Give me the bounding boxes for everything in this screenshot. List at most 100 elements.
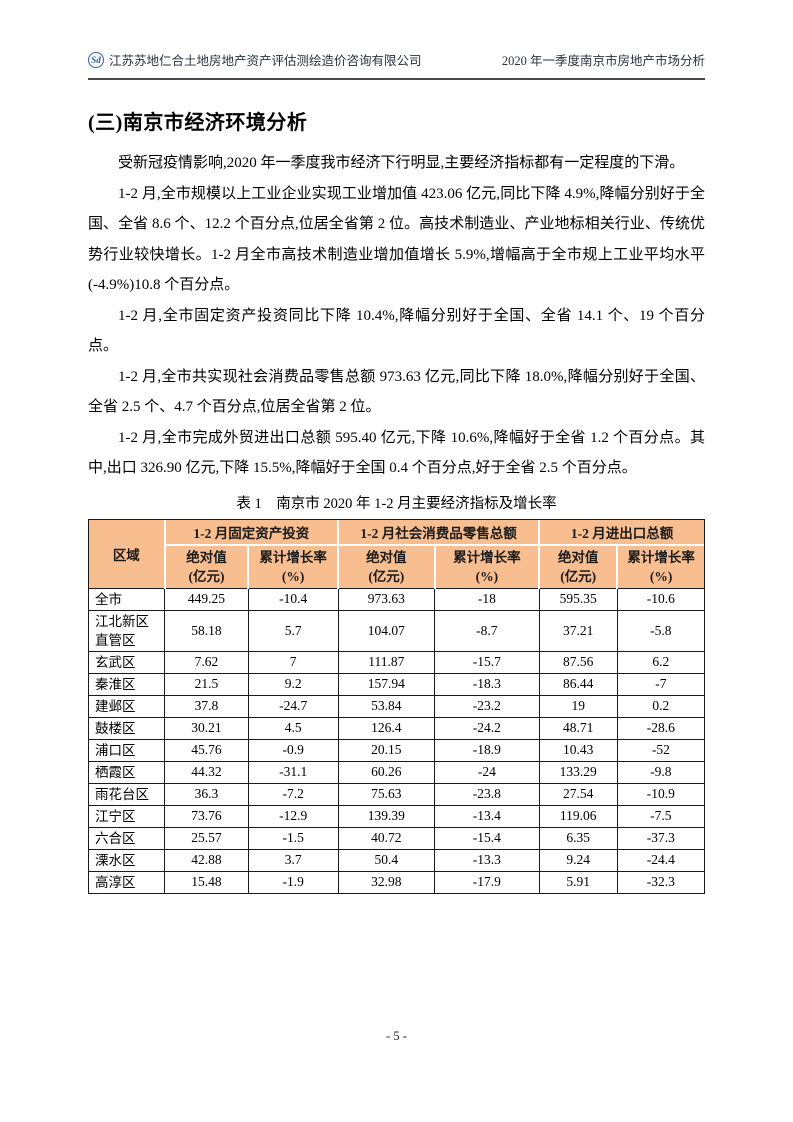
value-cell: -37.3 bbox=[616, 826, 704, 850]
value-cell: 5.7 bbox=[247, 609, 339, 652]
region-cell: 全市 bbox=[89, 587, 166, 611]
table-border-frame: 区域 1-2 月固定资产投资 1-2 月社会消费品零售总额 1-2 月进出口总额… bbox=[88, 518, 705, 894]
value-cell: -18.9 bbox=[434, 738, 540, 762]
table-row: 全市 449.25 -10.4 973.63 -18 595.35 -10.6 bbox=[89, 587, 704, 611]
value-cell: 50.4 bbox=[337, 848, 436, 872]
value-cell: 75.63 bbox=[337, 782, 436, 806]
table-row: 江宁区 73.76 -12.9 139.39 -13.4 119.06 -7.5 bbox=[89, 804, 704, 828]
value-cell: 58.18 bbox=[164, 609, 249, 652]
value-cell: 111.87 bbox=[337, 650, 436, 674]
value-cell: 157.94 bbox=[337, 672, 436, 696]
value-cell: 21.5 bbox=[164, 672, 249, 696]
value-cell: 15.48 bbox=[164, 870, 249, 893]
column-group-fixed-asset-investment: 1-2 月固定资产投资 bbox=[163, 519, 340, 546]
value-cell: -18 bbox=[434, 587, 540, 611]
value-cell: 595.35 bbox=[538, 587, 618, 611]
subheader-absolute-value: 绝对值 (亿元) bbox=[337, 543, 436, 589]
paragraph: 1-2 月,全市共实现社会消费品零售总额 973.63 亿元,同比下降 18.0… bbox=[88, 368, 705, 416]
subheader-line: 绝对值 bbox=[366, 549, 407, 565]
value-cell: -18.3 bbox=[434, 672, 540, 696]
body-text: 受新冠疫情影响,2020 年一季度我市经济下行明显,主要经济指标都有一定程度的下… bbox=[88, 148, 705, 484]
value-cell: 40.72 bbox=[337, 826, 436, 850]
value-cell: -28.6 bbox=[616, 716, 704, 740]
value-cell: -23.8 bbox=[434, 782, 540, 806]
region-cell: 雨花台区 bbox=[89, 782, 166, 806]
paragraph: 1-2 月,全市规模以上工业企业实现工业增加值 423.06 亿元,同比下降 4… bbox=[88, 185, 705, 294]
region-cell: 六合区 bbox=[89, 826, 166, 850]
value-cell: 30.21 bbox=[164, 716, 249, 740]
table-row: 江北新区直管区 58.18 5.7 104.07 -8.7 37.21 -5.8 bbox=[89, 609, 704, 652]
value-cell: -7.2 bbox=[247, 782, 339, 806]
value-cell: -7.5 bbox=[616, 804, 704, 828]
value-cell: -8.7 bbox=[434, 609, 540, 652]
subheader-line: (%) bbox=[475, 568, 499, 584]
value-cell: 44.32 bbox=[164, 760, 249, 784]
value-cell: -10.9 bbox=[616, 782, 704, 806]
table-row: 溧水区 42.88 3.7 50.4 -13.3 9.24 -24.4 bbox=[89, 848, 704, 872]
value-cell: -9.8 bbox=[616, 760, 704, 784]
subheader-growth-rate: 累计增长率 (%) bbox=[433, 543, 541, 589]
value-cell: 19 bbox=[538, 694, 618, 718]
table-row: 栖霞区 44.32 -31.1 60.26 -24 133.29 -9.8 bbox=[89, 760, 704, 784]
region-cell: 秦淮区 bbox=[89, 672, 166, 696]
value-cell: 37.8 bbox=[164, 694, 249, 718]
subheader-line: (%) bbox=[281, 568, 305, 584]
subheader-line: (亿元) bbox=[368, 568, 405, 584]
value-cell: 449.25 bbox=[164, 587, 249, 611]
value-cell: 42.88 bbox=[164, 848, 249, 872]
region-cell: 溧水区 bbox=[89, 848, 166, 872]
value-cell: 53.84 bbox=[337, 694, 436, 718]
value-cell: 86.44 bbox=[538, 672, 618, 696]
value-cell: 32.98 bbox=[337, 870, 436, 893]
value-cell: -17.9 bbox=[434, 870, 540, 893]
value-cell: -10.6 bbox=[616, 587, 704, 611]
value-cell: -5.8 bbox=[616, 609, 704, 652]
table-row: 秦淮区 21.5 9.2 157.94 -18.3 86.44 -7 bbox=[89, 672, 704, 696]
subheader-line: 绝对值 bbox=[557, 549, 599, 565]
value-cell: 119.06 bbox=[538, 804, 618, 828]
value-cell: 7.62 bbox=[164, 650, 249, 674]
value-cell: -24 bbox=[434, 760, 540, 784]
column-group-retail-sales: 1-2 月社会消费品零售总额 bbox=[337, 519, 541, 546]
value-cell: 0.2 bbox=[616, 694, 704, 718]
paragraph: 1-2 月,全市固定资产投资同比下降 10.4%,降幅分别好于全国、全省 14.… bbox=[88, 307, 705, 355]
table-row: 玄武区 7.62 7 111.87 -15.7 87.56 6.2 bbox=[89, 650, 704, 674]
value-cell: 10.43 bbox=[538, 738, 618, 762]
value-cell: 20.15 bbox=[337, 738, 436, 762]
value-cell: -23.2 bbox=[434, 694, 540, 718]
value-cell: -12.9 bbox=[247, 804, 339, 828]
company-name: 江苏苏地仁合土地房地产资产评估测绘造价咨询有限公司 bbox=[109, 54, 422, 68]
value-cell: -32.3 bbox=[616, 870, 704, 893]
subheader-line: (%) bbox=[649, 568, 673, 584]
paragraph: 受新冠疫情影响,2020 年一季度我市经济下行明显,主要经济指标都有一定程度的下… bbox=[118, 155, 685, 171]
region-cell: 高淳区 bbox=[89, 870, 166, 893]
region-cell: 玄武区 bbox=[89, 650, 166, 674]
value-cell: -13.3 bbox=[434, 848, 540, 872]
value-cell: -15.7 bbox=[434, 650, 540, 674]
value-cell: -15.4 bbox=[434, 826, 540, 850]
value-cell: -7 bbox=[616, 672, 704, 696]
page-number: - 5 - bbox=[386, 1029, 407, 1043]
region-cell: 江北新区直管区 bbox=[89, 609, 166, 652]
region-cell: 浦口区 bbox=[89, 738, 166, 762]
value-cell: -24.2 bbox=[434, 716, 540, 740]
company-brand: Sd 江苏苏地仁合土地房地产资产评估测绘造价咨询有限公司 bbox=[88, 50, 422, 69]
table-row: 高淳区 15.48 -1.9 32.98 -17.9 5.91 -32.3 bbox=[89, 870, 704, 893]
region-cell: 栖霞区 bbox=[89, 760, 166, 784]
subheader-line: (亿元) bbox=[560, 568, 597, 584]
value-cell: 36.3 bbox=[164, 782, 249, 806]
value-cell: 5.91 bbox=[538, 870, 618, 893]
value-cell: -1.5 bbox=[247, 826, 339, 850]
value-cell: -24.7 bbox=[247, 694, 339, 718]
table-row: 六合区 25.57 -1.5 40.72 -15.4 6.35 -37.3 bbox=[89, 826, 704, 850]
value-cell: 6.35 bbox=[538, 826, 618, 850]
value-cell: 139.39 bbox=[337, 804, 436, 828]
table-row: 鼓楼区 30.21 4.5 126.4 -24.2 48.71 -28.6 bbox=[89, 716, 704, 740]
section-heading: (三)南京市经济环境分析 bbox=[88, 112, 308, 134]
subheader-line: 累计增长率 bbox=[259, 549, 327, 565]
subheader-absolute-value: 绝对值 (亿元) bbox=[538, 543, 619, 589]
table-header: 区域 1-2 月固定资产投资 1-2 月社会消费品零售总额 1-2 月进出口总额… bbox=[89, 519, 704, 589]
subheader-line: 累计增长率 bbox=[453, 549, 521, 565]
value-cell: 87.56 bbox=[538, 650, 618, 674]
